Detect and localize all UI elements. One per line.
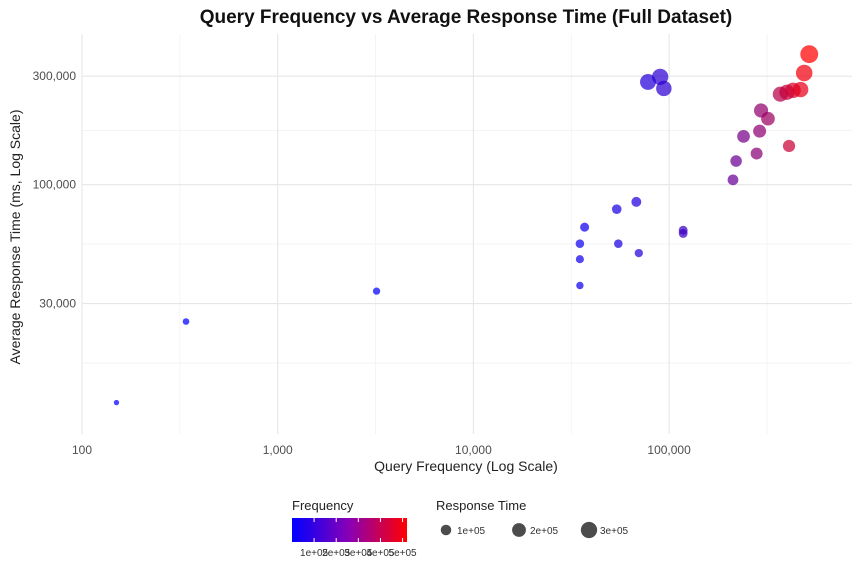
- x-tick-label: 10,000: [455, 443, 492, 457]
- scatter-point: [575, 255, 584, 264]
- size-legend-label: 1e+05: [457, 526, 486, 537]
- color-legend-label: 3e+05: [344, 548, 373, 559]
- scatter-point: [753, 124, 767, 138]
- scatter-point: [614, 239, 623, 248]
- scatter-point: [678, 229, 688, 238]
- size-legend-symbol: [512, 523, 526, 537]
- x-axis-title: Query Frequency (Log Scale): [374, 458, 558, 474]
- color-legend-label: 5e+05: [389, 548, 418, 559]
- color-legend-title: Frequency: [292, 498, 354, 513]
- grid-layer: [81, 34, 852, 434]
- scatter-point: [730, 155, 742, 167]
- y-axis-title: Average Response Time (ms, Log Scale): [7, 110, 23, 365]
- x-tick-label: 1,000: [263, 443, 293, 457]
- color-legend-label: 4e+05: [366, 548, 395, 559]
- scatter-point: [372, 287, 381, 295]
- scatter-point: [737, 130, 750, 143]
- scatter-point: [792, 81, 809, 98]
- scatter-point: [782, 139, 796, 153]
- scatter-point: [750, 147, 763, 160]
- scatter-point: [634, 248, 643, 258]
- scatter-point: [795, 64, 813, 82]
- y-tick-label: 100,000: [33, 178, 77, 192]
- scatter-point: [113, 399, 120, 406]
- y-tick-label: 300,000: [33, 69, 77, 83]
- size-legend: Response Time 1e+05 2e+05 3e+05: [436, 498, 629, 539]
- x-tick-label: 100: [72, 443, 92, 457]
- scatter-point: [800, 45, 819, 64]
- scatter-point: [182, 318, 190, 325]
- scatter-point: [611, 204, 622, 215]
- x-tick-label: 100,000: [647, 443, 691, 457]
- scatter-point: [640, 74, 656, 90]
- size-legend-label: 3e+05: [600, 526, 629, 537]
- scatter-point: [580, 222, 590, 232]
- scatter-point: [575, 239, 585, 248]
- size-legend-title: Response Time: [436, 498, 526, 513]
- scatter-point: [631, 196, 642, 207]
- size-legend-label: 2e+05: [530, 526, 559, 537]
- y-tick-label: 30,000: [39, 297, 76, 311]
- scatter-point: [761, 111, 775, 126]
- color-legend-label: 1e+05: [300, 548, 329, 559]
- scatter-point: [656, 80, 672, 97]
- scatter-point: [576, 281, 584, 290]
- color-legend-bar: [292, 518, 407, 542]
- chart-title: Query Frequency vs Average Response Time…: [200, 7, 733, 28]
- points-layer: [113, 45, 819, 406]
- color-legend-label: 2e+05: [322, 548, 351, 559]
- size-legend-symbol: [580, 521, 598, 539]
- axes-layer: 100 1,000 10,000 100,000 30,000 100,000 300,00…: [33, 69, 692, 457]
- size-legend-symbol: [440, 524, 452, 536]
- scatter-point: [727, 174, 739, 186]
